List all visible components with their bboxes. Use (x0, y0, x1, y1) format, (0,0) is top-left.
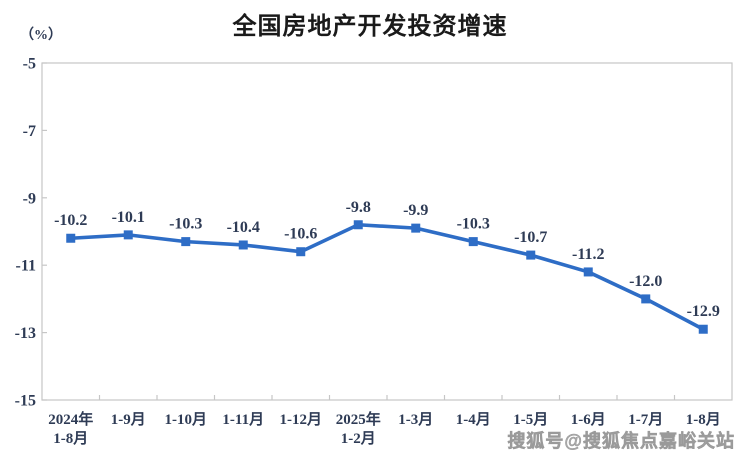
data-point-marker (641, 294, 651, 304)
chart-title: 全国房地产开发投资增速 (232, 13, 508, 40)
data-point-label: -11.2 (572, 246, 604, 263)
x-axis-label: 1-7月 (628, 411, 663, 428)
x-axis-label: 2025年 1-2月 (336, 410, 381, 447)
y-axis-tick-label: -7 (23, 123, 36, 140)
data-line (68, 222, 706, 332)
data-point-label: -10.4 (227, 219, 260, 236)
data-point-marker (238, 240, 248, 250)
x-axis-label: 1-3月 (398, 411, 433, 428)
data-point-marker (411, 223, 421, 233)
y-axis-tick-label: -9 (23, 190, 36, 207)
x-axis-label: 1-8月 (686, 411, 721, 428)
plot-border (41, 62, 733, 401)
x-axis-label: 1-12月 (280, 411, 323, 428)
data-point-marker (526, 250, 536, 260)
x-axis-label: 1-4月 (456, 411, 491, 428)
data-point-marker (353, 220, 363, 230)
data-point-label: -9.8 (346, 199, 371, 216)
data-point-marker (698, 324, 708, 334)
data-point-marker (468, 237, 478, 247)
x-axis-label: 2024年 1-8月 (48, 410, 93, 447)
x-axis-label: 1-5月 (513, 411, 548, 428)
y-axis-unit-label: （%） (20, 28, 62, 43)
data-point-marker (296, 247, 306, 257)
data-point-label: -10.3 (457, 216, 490, 233)
watermark: 搜狐号@搜狐焦点嘉峪关站 (507, 431, 735, 452)
data-point-label: -10.1 (112, 209, 145, 226)
data-point-label: -12.9 (687, 303, 720, 320)
data-point-label: -12.0 (629, 273, 662, 290)
y-axis-tick-label: -11 (16, 258, 36, 275)
y-axis-tick-label: -5 (23, 56, 36, 73)
y-axis-tick-label: -15 (15, 393, 36, 410)
y-axis-tick-label: -13 (15, 325, 36, 342)
x-axis-label: 1-11月 (222, 411, 264, 428)
data-point-label: -9.9 (403, 202, 428, 219)
data-point-label: -10.2 (54, 212, 87, 229)
data-point-marker (583, 267, 593, 277)
x-axis-label: 1-6月 (571, 411, 606, 428)
data-point-marker (123, 230, 133, 240)
x-axis-label: 1-10月 (165, 411, 208, 428)
data-point-label: -10.7 (514, 229, 547, 246)
data-point-marker (66, 233, 76, 243)
x-axis-label: 1-9月 (111, 411, 146, 428)
data-point-label: -10.6 (284, 226, 317, 243)
data-point-label: -10.3 (169, 216, 202, 233)
data-point-marker (181, 237, 191, 247)
